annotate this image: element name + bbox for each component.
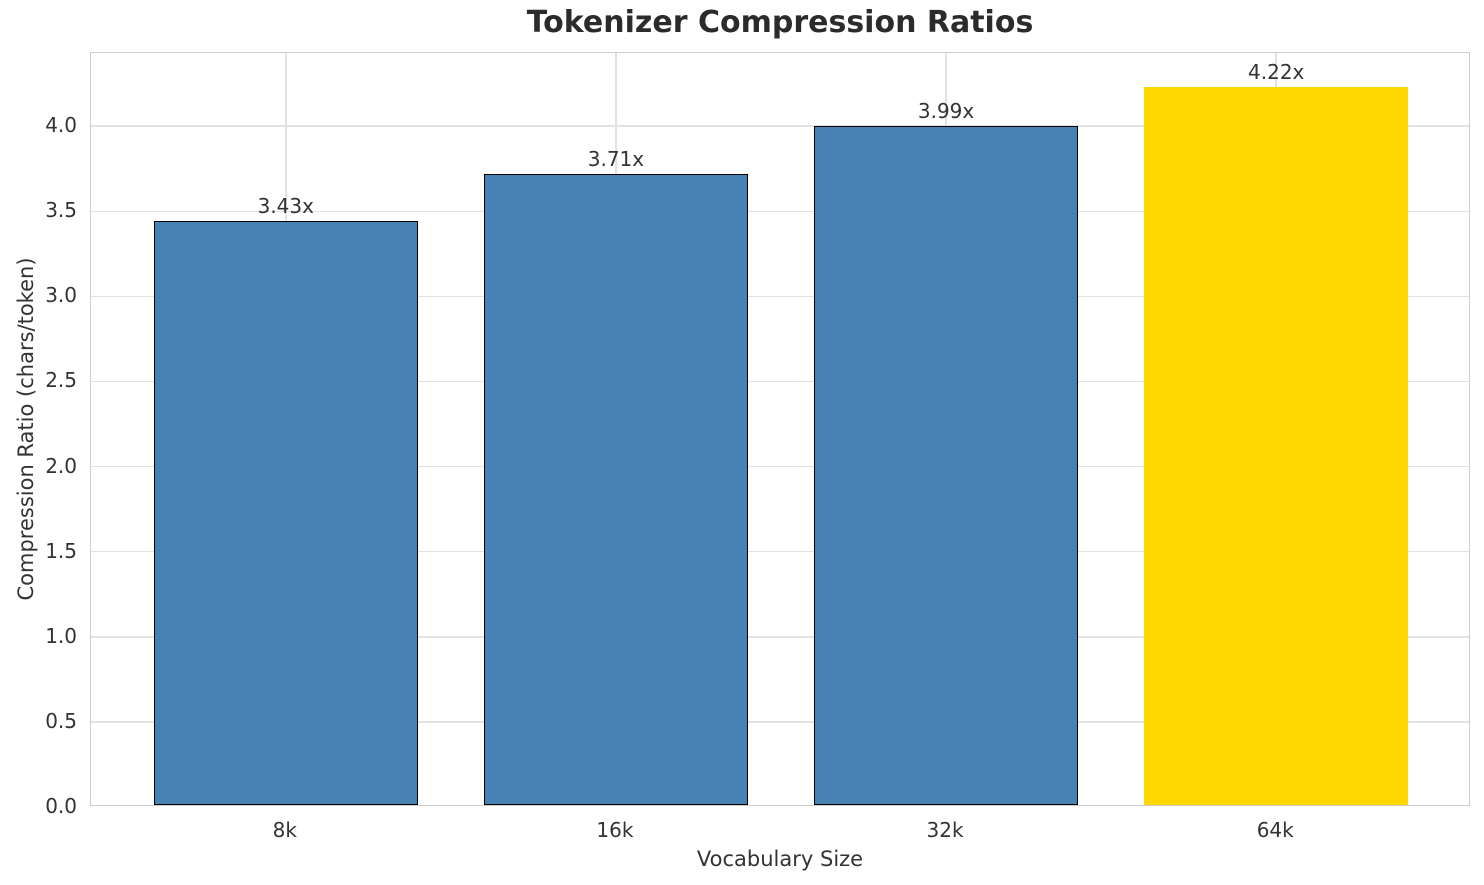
x-tick-label: 8k xyxy=(272,818,297,842)
bar-64k xyxy=(1144,86,1409,805)
plot-area: 3.43x 3.71x 3.99x 4.22x xyxy=(90,52,1470,806)
gridline-horizontal xyxy=(91,380,1469,383)
chart-title: Tokenizer Compression Ratios xyxy=(526,5,1034,40)
y-tick-label: 3.5 xyxy=(45,198,77,223)
bar-value-label: 4.22x xyxy=(1248,59,1305,84)
bar-32k xyxy=(814,125,1079,805)
gridline-horizontal xyxy=(91,636,1469,638)
bar-16k xyxy=(483,173,748,805)
x-tick-label: 32k xyxy=(926,818,964,842)
y-tick-label: 2.5 xyxy=(45,368,77,393)
bar-value-label: 3.71x xyxy=(587,146,645,171)
y-tick-label: 0.5 xyxy=(45,708,77,733)
y-tick-label: 2.0 xyxy=(45,453,77,478)
x-tick-label: 16k xyxy=(596,818,634,842)
y-tick-label: 4.0 xyxy=(45,113,77,138)
bar-value-label: 3.43x xyxy=(257,194,314,219)
gridline-horizontal xyxy=(91,721,1469,723)
y-tick-label: 0.0 xyxy=(45,794,77,818)
gridline-horizontal xyxy=(91,550,1469,553)
bar-value-label: 3.99x xyxy=(917,98,975,123)
y-tick-label: 1.0 xyxy=(45,623,77,648)
y-tick-label: 3.0 xyxy=(45,283,77,308)
gridline-horizontal xyxy=(91,295,1469,298)
gridline-horizontal xyxy=(91,125,1469,127)
bar-8k xyxy=(153,221,418,805)
gridline-horizontal xyxy=(91,465,1469,468)
y-tick-label: 1.5 xyxy=(45,538,77,563)
x-tick-label: 64k xyxy=(1256,818,1294,842)
gridline-horizontal xyxy=(91,210,1469,213)
x-axis-label: Vocabulary Size xyxy=(696,847,864,871)
